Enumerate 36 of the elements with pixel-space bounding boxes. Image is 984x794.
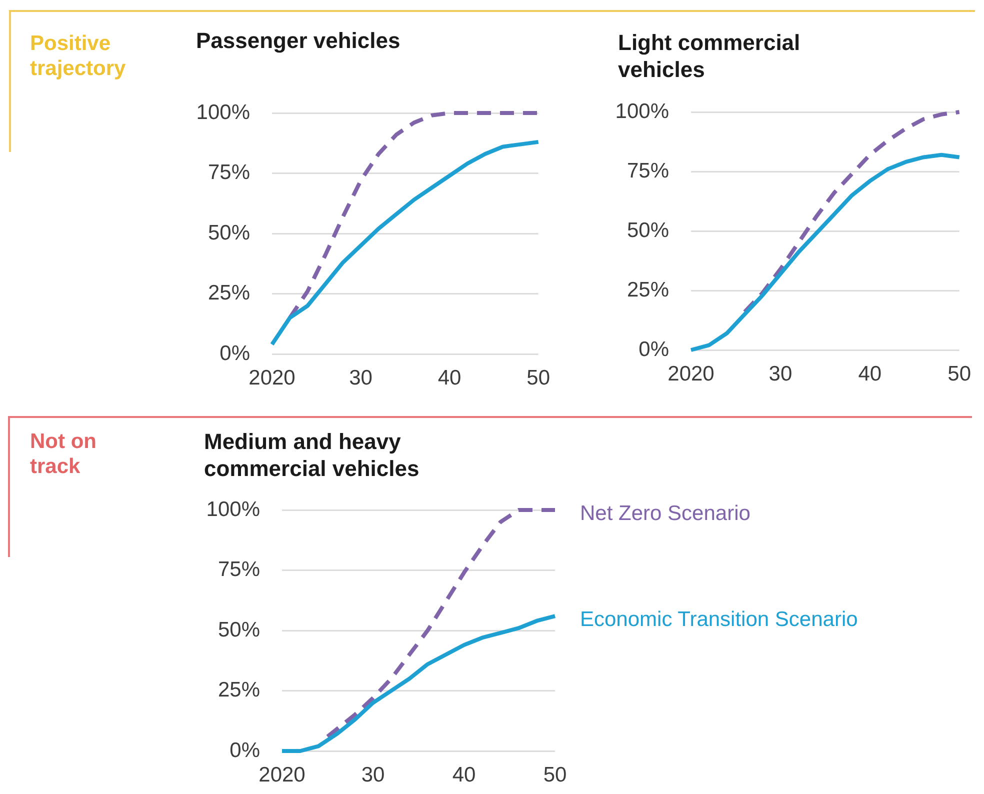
x-tick-label: 2020 [668, 362, 714, 386]
x-tick-label: 50 [526, 366, 550, 390]
line-series [326, 508, 557, 739]
x-tick-label: 40 [452, 763, 476, 786]
chart-title: Passenger vehicles [196, 27, 402, 54]
x-tick-label: 30 [768, 362, 792, 386]
x-tick-label: 30 [361, 763, 385, 786]
x-tick-label: 40 [858, 362, 882, 386]
y-tick-label: 25% [218, 678, 260, 702]
x-tick-label: 2020 [258, 763, 306, 786]
x-tick-label: 40 [438, 366, 462, 390]
x-tick-label: 50 [948, 362, 971, 386]
x-tick-label: 2020 [248, 366, 296, 390]
y-tick-label: 0% [220, 342, 250, 365]
y-tick-label: 50% [218, 618, 260, 642]
series-label: Net Zero Scenario [580, 502, 750, 525]
y-tick-label: 100% [196, 100, 250, 124]
series-label: Economic Transition Scenario [580, 608, 858, 631]
line-series [742, 110, 962, 314]
x-tick-label: 50 [543, 763, 567, 786]
y-tick-label: 0% [638, 338, 669, 361]
text: Positive trajectory [30, 31, 127, 81]
y-tick-label: 25% [208, 282, 250, 305]
y-tick-label: 0% [230, 738, 260, 762]
x-tick-label: 30 [349, 366, 372, 390]
y-tick-label: 75% [208, 161, 250, 184]
y-tick-label: 50% [208, 221, 250, 244]
chart-title: Medium and heavy commercial vehicles [204, 428, 420, 482]
y-tick-label: 75% [218, 558, 260, 582]
y-tick-label: 100% [615, 100, 669, 123]
y-tick-label: 50% [626, 218, 669, 242]
y-tick-label: 25% [626, 278, 669, 302]
chart-title: Light commercial vehicles [618, 29, 802, 83]
text: Not on track [30, 429, 98, 479]
y-tick-label: 75% [626, 159, 669, 182]
y-tick-label: 100% [206, 498, 260, 521]
